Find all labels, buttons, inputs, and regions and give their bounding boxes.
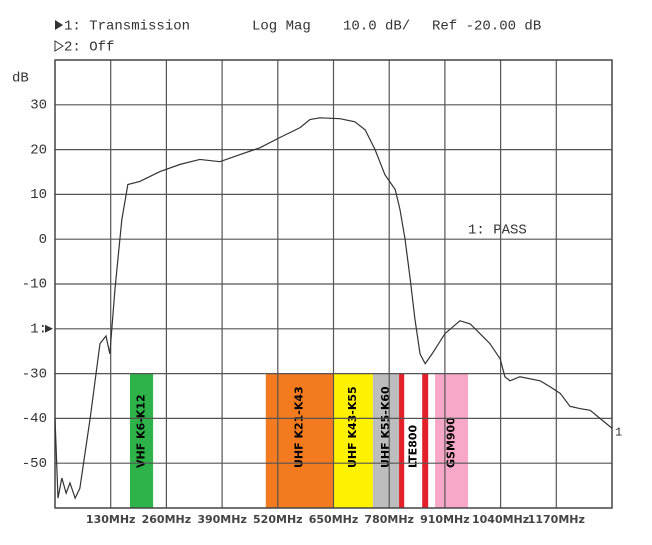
y-tick-label: 20 [30, 142, 47, 158]
band [265, 373, 334, 508]
x-tick-label: 1040MHz [472, 513, 529, 526]
band-label: LTE800 [407, 424, 420, 468]
y-tick-label: -50 [22, 456, 47, 472]
band [422, 373, 429, 508]
format-label: Log Mag [252, 19, 311, 35]
y-axis-label: dB [12, 71, 29, 87]
plot-frame [54, 59, 613, 509]
x-tick-label: 1170MHz [528, 513, 585, 526]
y-tick-label: 10 [30, 187, 47, 203]
band-label: UHF K55-K60 [379, 386, 392, 468]
scale-label: 10.0 dB/ [343, 19, 410, 35]
x-tick-label: 650MHz [309, 513, 359, 526]
band-label: VHF K6-K12 [135, 394, 148, 468]
x-tick-label: 780MHz [364, 513, 414, 526]
x-tick-label: 260MHz [142, 513, 192, 526]
y-tick-label: 1: [30, 322, 47, 338]
trace-line [54, 117, 613, 500]
band [399, 373, 405, 508]
x-tick-label: 910MHz [420, 513, 470, 526]
band [372, 373, 400, 508]
x-tick-label: 130MHz [86, 513, 136, 526]
band [333, 373, 373, 508]
band-label: GSM900 [445, 417, 458, 468]
trace-icon [55, 20, 63, 30]
band [129, 373, 154, 508]
reference-marker [45, 324, 53, 333]
x-tick-label: 390MHz [197, 513, 247, 526]
y-tick-label: -40 [22, 411, 47, 427]
x-tick-label: 520MHz [253, 513, 303, 526]
trace2-icon [54, 40, 64, 52]
y-tick-label: -10 [22, 277, 47, 293]
band-label: UHF K21-K43 [292, 386, 305, 468]
reference-label: Ref -20.00 dB [432, 19, 541, 35]
trace-label: 1: Transmission [64, 19, 190, 35]
annotation: 1: PASS [468, 223, 527, 239]
band [435, 373, 469, 508]
y-tick-label: -30 [22, 366, 47, 382]
trace2-label: 2: Off [64, 40, 114, 56]
y-tick-label: 30 [30, 98, 47, 114]
trace-end-label: 1 [615, 425, 622, 439]
band-label: UHF K43-K55 [346, 386, 359, 468]
y-tick-label: 0 [39, 232, 47, 248]
